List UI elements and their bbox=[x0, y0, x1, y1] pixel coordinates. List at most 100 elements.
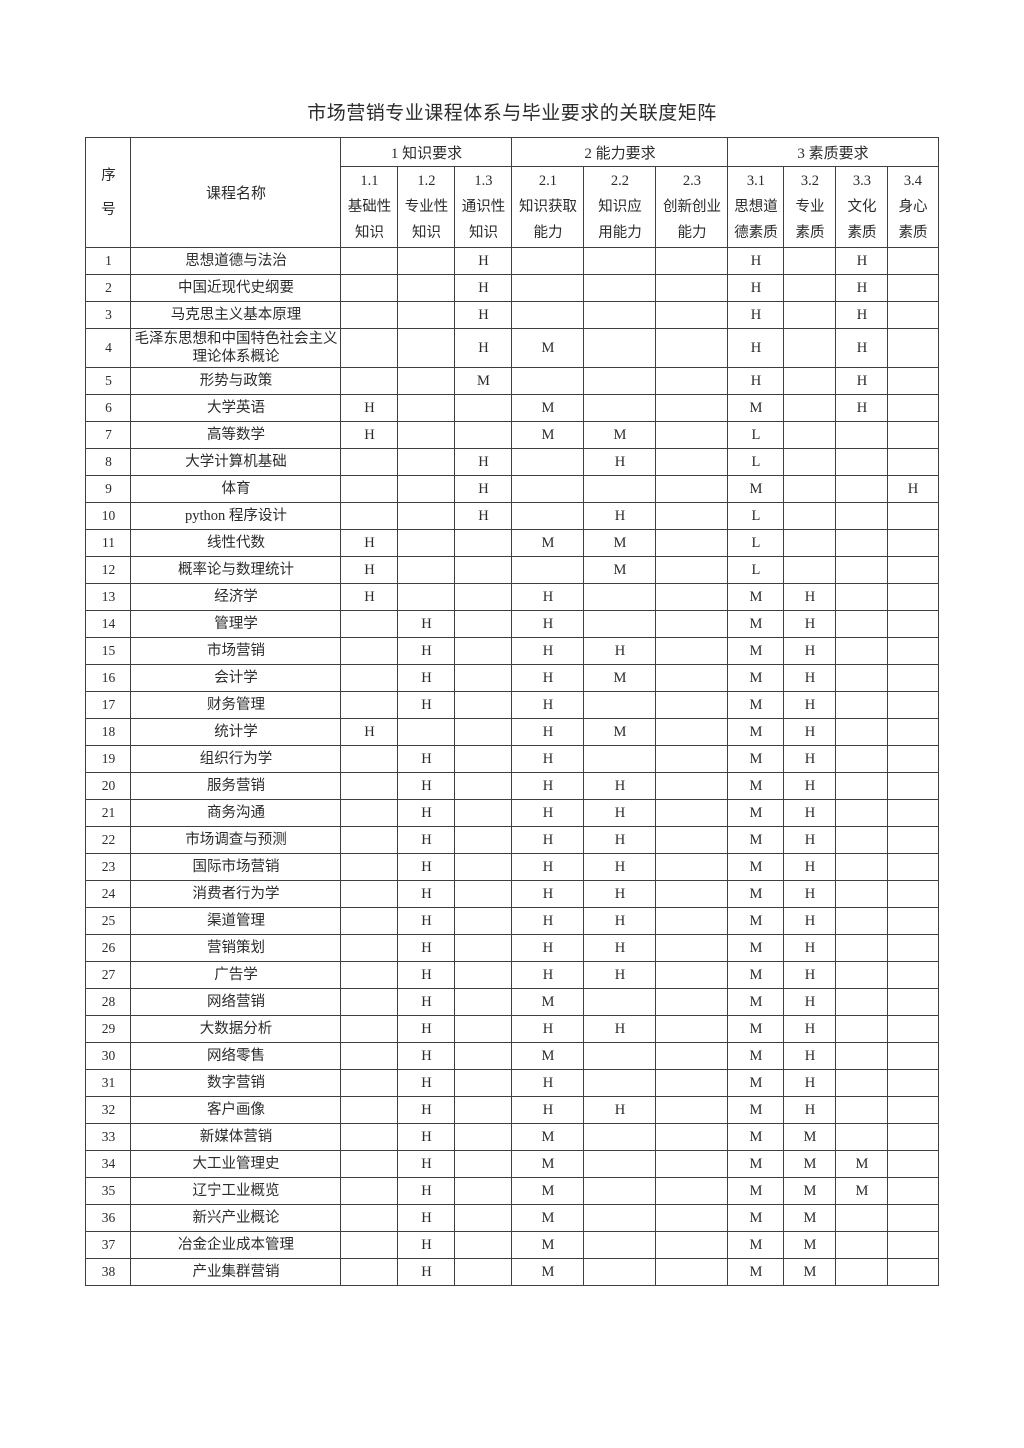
matrix-cell bbox=[887, 1150, 939, 1178]
table-row: 20 服务营销 H H H M H bbox=[85, 772, 939, 800]
matrix-cell: H bbox=[511, 745, 585, 773]
subheader-2-2: 2.2 知识应 用能力 bbox=[583, 166, 657, 248]
matrix-cell: H bbox=[454, 301, 513, 329]
matrix-cell bbox=[655, 718, 729, 746]
matrix-cell bbox=[655, 691, 729, 719]
matrix-cell bbox=[783, 394, 837, 422]
matrix-cell: M bbox=[511, 1177, 585, 1205]
matrix-cell bbox=[887, 1096, 939, 1124]
subheader-text: 能力 bbox=[533, 225, 563, 241]
matrix-cell bbox=[340, 934, 399, 962]
matrix-cell bbox=[835, 772, 889, 800]
matrix-cell: M bbox=[727, 772, 785, 800]
subheader-1-2: 1.2 专业性 知识 bbox=[397, 166, 456, 248]
course-name: 大数据分析 bbox=[130, 1015, 342, 1043]
serial-header-line1: 序 bbox=[101, 167, 116, 184]
matrix-cell bbox=[340, 1150, 399, 1178]
matrix-cell bbox=[783, 475, 837, 503]
group-header-row: 序 号 课程名称 1 知识要求 2 能力要求 3 素质要求 bbox=[85, 137, 939, 248]
course-name: 体育 bbox=[130, 475, 342, 503]
matrix-cell bbox=[340, 328, 399, 368]
matrix-cell bbox=[340, 301, 399, 329]
matrix-cell bbox=[835, 853, 889, 881]
matrix-cell: H bbox=[397, 907, 456, 935]
table-row: 31 数字营销 H H M H bbox=[85, 1069, 939, 1097]
row-number: 6 bbox=[85, 394, 132, 422]
matrix-cell: H bbox=[727, 274, 785, 302]
matrix-cell bbox=[887, 1204, 939, 1232]
matrix-cell: H bbox=[583, 853, 657, 881]
matrix-cell bbox=[454, 718, 513, 746]
matrix-cell: H bbox=[397, 1123, 456, 1151]
matrix-cell bbox=[655, 367, 729, 395]
matrix-cell: M bbox=[783, 1177, 837, 1205]
matrix-cell: H bbox=[511, 772, 585, 800]
matrix-cell bbox=[835, 880, 889, 908]
matrix-cell: H bbox=[835, 274, 889, 302]
matrix-cell bbox=[887, 1123, 939, 1151]
sub-header-row: 1.1 基础性 知识 1.2 专业性 知识 1.3 通识性 知识 2.1 知识获… bbox=[86, 166, 939, 248]
header-group-quality: 3 素质要求 bbox=[727, 137, 939, 167]
course-name: 广告学 bbox=[130, 961, 342, 989]
matrix-cell bbox=[887, 394, 939, 422]
matrix-cell bbox=[454, 583, 513, 611]
matrix-cell bbox=[397, 718, 456, 746]
matrix-cell bbox=[583, 1231, 657, 1259]
subheader-text: 素质 bbox=[898, 225, 928, 241]
subheader-text: 通识性 bbox=[461, 199, 506, 215]
row-number: 18 bbox=[85, 718, 132, 746]
matrix-cell: M bbox=[511, 988, 585, 1016]
matrix-cell bbox=[655, 1177, 729, 1205]
matrix-cell bbox=[655, 556, 729, 584]
subheader-text: 德素质 bbox=[734, 225, 778, 241]
subheader-text: 知识应 bbox=[598, 199, 642, 215]
matrix-cell bbox=[454, 772, 513, 800]
course-name: 形势与政策 bbox=[130, 367, 342, 395]
matrix-cell: M bbox=[511, 1258, 585, 1286]
matrix-cell: H bbox=[454, 247, 513, 275]
matrix-cell: H bbox=[397, 610, 456, 638]
matrix-cell bbox=[397, 247, 456, 275]
matrix-cell bbox=[454, 853, 513, 881]
course-name: python 程序设计 bbox=[130, 502, 342, 530]
matrix-cell bbox=[655, 934, 729, 962]
matrix-cell: H bbox=[783, 1015, 837, 1043]
matrix-cell bbox=[583, 328, 657, 368]
subheader-code: 2.2 bbox=[610, 173, 630, 189]
matrix-cell bbox=[887, 799, 939, 827]
matrix-cell bbox=[835, 1042, 889, 1070]
matrix-cell bbox=[340, 448, 399, 476]
page-title: 市场营销专业课程体系与毕业要求的关联度矩阵 bbox=[307, 103, 717, 124]
matrix-cell: M bbox=[727, 907, 785, 935]
subheader-text: 文化 bbox=[847, 199, 877, 215]
matrix-cell bbox=[835, 745, 889, 773]
matrix-cell bbox=[454, 745, 513, 773]
table-row: 24 消费者行为学 H H H M H bbox=[85, 880, 939, 908]
matrix-cell: M bbox=[727, 853, 785, 881]
matrix-cell bbox=[397, 421, 456, 449]
matrix-cell bbox=[887, 1231, 939, 1259]
table-row: 26 营销策划 H H H M H bbox=[85, 934, 939, 962]
matrix-cell bbox=[340, 502, 399, 530]
course-name: 国际市场营销 bbox=[130, 853, 342, 881]
table-row: 5 形势与政策 M H H bbox=[85, 367, 939, 395]
matrix-cell bbox=[783, 274, 837, 302]
matrix-cell: M bbox=[511, 421, 585, 449]
matrix-cell bbox=[340, 274, 399, 302]
matrix-cell bbox=[340, 907, 399, 935]
matrix-cell bbox=[583, 475, 657, 503]
matrix-cell bbox=[835, 961, 889, 989]
matrix-cell: H bbox=[835, 328, 889, 368]
table-row: 27 广告学 H H H M H bbox=[85, 961, 939, 989]
matrix-cell: H bbox=[783, 610, 837, 638]
subheader-1-1: 1.1 基础性 知识 bbox=[340, 166, 399, 248]
table-row: 1 思想道德与法治 H H H bbox=[85, 247, 939, 275]
table-row: 36 新兴产业概论 H M M M bbox=[85, 1204, 939, 1232]
matrix-cell bbox=[454, 394, 513, 422]
table-row: 35 辽宁工业概览 H M M M M bbox=[85, 1177, 939, 1205]
row-number: 5 bbox=[85, 367, 132, 395]
matrix-cell: M bbox=[783, 1231, 837, 1259]
matrix-cell bbox=[340, 664, 399, 692]
matrix-cell bbox=[835, 475, 889, 503]
